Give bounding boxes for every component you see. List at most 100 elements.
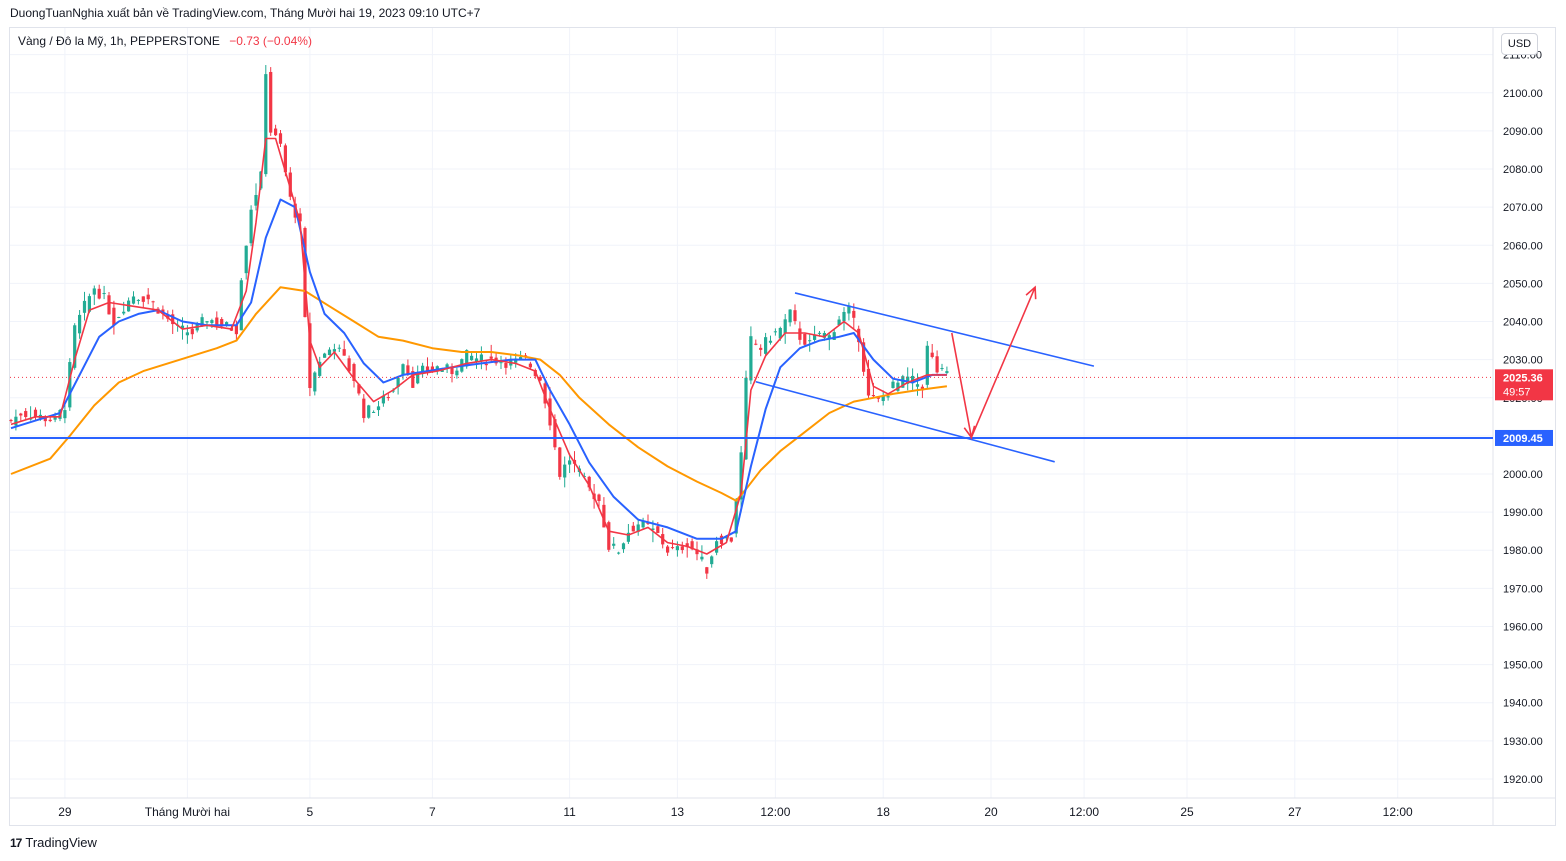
tradingview-logo-icon: 17: [10, 835, 22, 850]
candle: [136, 299, 140, 305]
candle: [9, 418, 13, 423]
candle: [352, 362, 356, 388]
candle: [479, 346, 483, 370]
candle: [587, 475, 591, 492]
y-tick-label: 2090.00: [1503, 126, 1543, 138]
y-tick-label: 2040.00: [1503, 317, 1543, 329]
candle: [915, 373, 920, 396]
candle: [773, 328, 777, 336]
candle: [141, 296, 145, 308]
candle: [82, 291, 87, 321]
ma-fast-line[interactable]: [10, 137, 947, 555]
candle: [474, 351, 479, 369]
candle: [631, 521, 635, 532]
candle: [700, 545, 704, 562]
tradingview-footer[interactable]: 17 TradingView: [10, 835, 97, 850]
candle: [670, 539, 675, 550]
x-tick-label: 11: [563, 805, 576, 819]
candle: [386, 393, 390, 401]
y-tick-label: 1970.00: [1503, 583, 1543, 595]
x-tick-label: 27: [1288, 805, 1302, 819]
last-price-label: 2025.36: [1503, 372, 1543, 384]
currency-button[interactable]: USD: [1501, 33, 1538, 55]
x-tick-label: 29: [58, 805, 72, 819]
symbol-legend[interactable]: Vàng / Đô la Mỹ, 1h, PEPPERSTONE −0.73 (…: [18, 34, 312, 48]
candle: [381, 390, 385, 407]
price-label-last: 2025.36 49:57: [1495, 369, 1553, 401]
candle: [249, 205, 253, 247]
y-tick-label: 1940.00: [1503, 698, 1543, 710]
candle: [930, 343, 934, 359]
candle: [97, 284, 101, 300]
arrow-head: [1025, 285, 1037, 300]
price-label-support: 2009.45: [1495, 429, 1553, 446]
candle: [313, 371, 317, 396]
candle: [254, 183, 258, 211]
candle: [411, 366, 415, 389]
channel-line[interactable]: [755, 380, 1055, 463]
price-change: −0.73 (−0.04%): [229, 34, 312, 48]
publisher-line: DuongTuanNghia xuất bản về TradingView.c…: [10, 6, 481, 20]
candle: [112, 300, 116, 335]
candle: [710, 555, 714, 568]
candle: [396, 375, 400, 395]
candle: [837, 315, 841, 326]
x-tick-label: 20: [984, 805, 998, 819]
x-axis-labels[interactable]: 29 Tháng Mười hai 5 7 11 13 12:00 18 20 12:00 25 27…: [58, 805, 1413, 819]
candle: [342, 340, 346, 356]
candle: [278, 130, 283, 148]
candle: [494, 352, 498, 366]
candle: [906, 367, 910, 391]
candle: [602, 497, 606, 528]
bar-countdown-label: 49:57: [1503, 386, 1531, 398]
candle: [920, 384, 924, 399]
candle: [680, 541, 684, 554]
candle: [528, 361, 532, 370]
candle: [244, 245, 248, 280]
y-tick-label: 1980.00: [1503, 545, 1543, 557]
candle: [685, 538, 689, 558]
candle: [705, 566, 709, 579]
candle: [783, 314, 787, 344]
ma-mid-line[interactable]: [10, 198, 947, 540]
x-tick-label: 18: [877, 805, 891, 819]
candle: [323, 352, 327, 358]
candle: [597, 493, 601, 509]
x-tick-label: 7: [429, 805, 436, 819]
candle: [636, 518, 640, 536]
x-tick-label: 13: [671, 805, 685, 819]
ma-slow-line[interactable]: [10, 286, 948, 502]
projection-arrow[interactable]: [951, 285, 1037, 441]
grid: [10, 28, 1493, 798]
x-tick-label: Tháng Mười hai: [145, 805, 230, 819]
candle: [499, 355, 503, 369]
tradingview-brand: TradingView: [25, 835, 97, 850]
candle: [568, 453, 572, 473]
candle: [842, 307, 846, 331]
candle: [739, 446, 743, 513]
candle: [78, 310, 82, 339]
candle: [274, 124, 278, 137]
candle: [151, 300, 155, 309]
candle: [793, 304, 797, 325]
y-axis-labels[interactable]: 2110.002100.002090.002080.002070.002060.…: [1503, 50, 1543, 786]
channel-line[interactable]: [794, 292, 1095, 367]
candle: [68, 358, 72, 411]
y-tick-label: 2060.00: [1503, 240, 1543, 252]
candle: [891, 379, 895, 389]
candle: [925, 341, 929, 389]
candle: [362, 394, 366, 423]
y-tick-label: 2100.00: [1503, 88, 1543, 100]
y-tick-label: 1960.00: [1503, 621, 1543, 633]
x-tick-label: 12:00: [1069, 805, 1099, 819]
symbol-name: Vàng / Đô la Mỹ, 1h, PEPPERSTONE: [18, 34, 220, 48]
y-tick-label: 2080.00: [1503, 164, 1543, 176]
candle: [808, 333, 812, 352]
y-tick-label: 1950.00: [1503, 660, 1543, 672]
support-price-label: 2009.45: [1503, 433, 1543, 445]
y-tick-label: 1930.00: [1503, 736, 1543, 748]
candle: [729, 537, 733, 543]
candle: [896, 379, 900, 392]
candle: [940, 363, 944, 371]
